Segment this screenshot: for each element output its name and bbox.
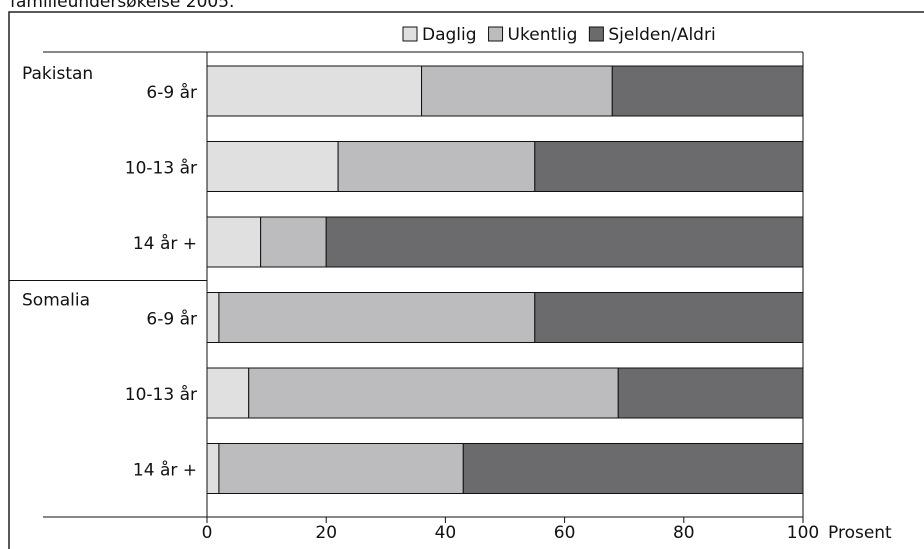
bar-segment (218, 292, 536, 343)
y-tick-label: 6-9 år (146, 309, 197, 330)
bar-segment (462, 443, 804, 494)
caption: familieundersøkelse 2005. (10, 0, 234, 12)
x-tick-label: 20 (315, 523, 337, 543)
bar-segment (206, 141, 339, 192)
bar-segment (218, 443, 464, 494)
y-tick-label: 14 år + (133, 233, 197, 254)
legend-label: Daglig (422, 25, 477, 45)
bar-segment (421, 65, 613, 117)
legend-label: Ukentlig (508, 25, 578, 45)
x-tick-label: 60 (554, 523, 576, 543)
y-tick-label: 10-13 år (125, 384, 197, 405)
bar-segment (206, 216, 262, 268)
legend-swatch (588, 26, 604, 42)
x-tick-label: 40 (435, 523, 457, 543)
bar-segment (248, 367, 619, 419)
bar-segment (617, 367, 804, 419)
x-tick-label: 100 (787, 523, 819, 543)
x-axis-label: Prosent (828, 523, 892, 543)
group-label: Somalia (22, 291, 90, 311)
bar-segment (206, 65, 423, 117)
y-tick-label: 6-9 år (146, 82, 197, 103)
x-tick-label: 0 (202, 523, 213, 543)
frame (8, 11, 924, 549)
group-label: Pakistan (22, 64, 93, 84)
bar-segment (206, 367, 250, 419)
bar-segment (337, 141, 536, 192)
legend-swatch (488, 26, 504, 42)
bar-segment (206, 292, 220, 343)
bar-segment (260, 216, 327, 268)
x-tick-label: 80 (673, 523, 695, 543)
bar-segment (206, 443, 220, 494)
bar-segment (534, 141, 804, 192)
bar-segment (534, 292, 804, 343)
legend-swatch (402, 26, 418, 42)
legend-label: Sjelden/Aldri (608, 25, 715, 45)
y-tick-label: 14 år + (133, 460, 197, 481)
bar-segment (325, 216, 804, 268)
bar-segment (611, 65, 804, 117)
y-tick-label: 10-13 år (125, 158, 197, 179)
